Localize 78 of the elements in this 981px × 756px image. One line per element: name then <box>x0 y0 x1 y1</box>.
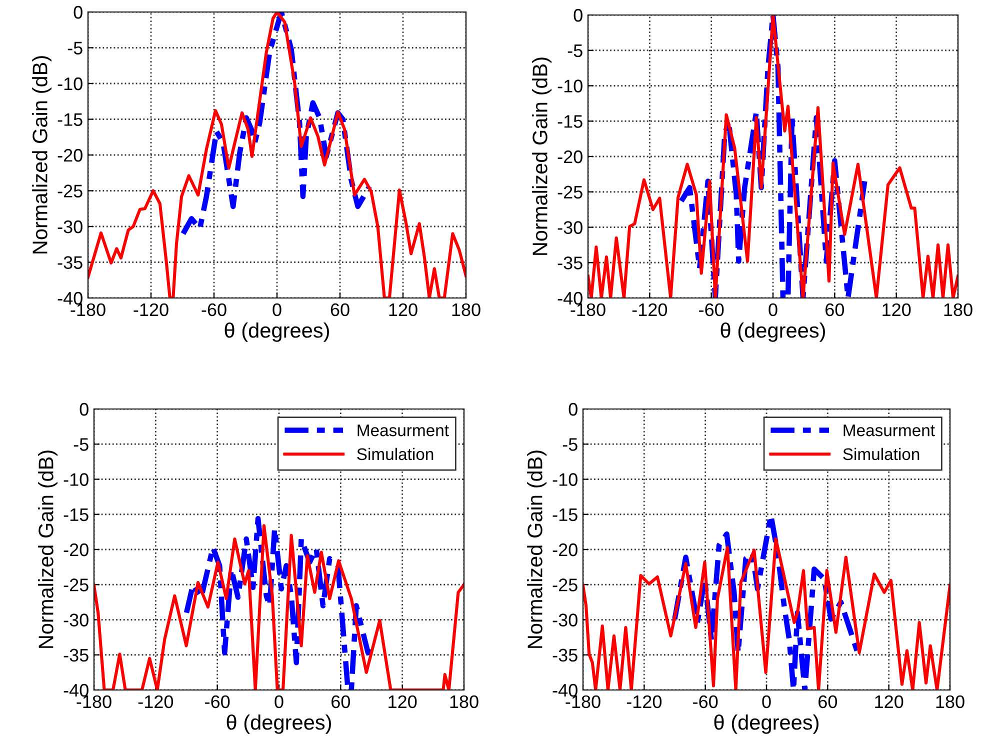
x-tick-label: -120 <box>134 303 168 316</box>
y-tick-label: -10 <box>64 473 88 486</box>
y-tick-label: -10 <box>558 80 582 92</box>
x-tick-label: 120 <box>389 303 418 316</box>
y-tick-label: -35 <box>58 256 82 269</box>
x-tick-label: -180 <box>76 695 112 708</box>
y-tick-label: -40 <box>64 684 88 697</box>
legend-label: Measurment <box>844 424 935 436</box>
x-tick-label: -60 <box>205 695 230 708</box>
y-tick-label: 0 <box>80 402 88 416</box>
x-tick-label: -120 <box>632 303 668 316</box>
y-tick-label: -5 <box>74 438 88 451</box>
x-axis-title: θ (degrees) <box>720 322 825 342</box>
y-tick-label: -35 <box>64 648 88 662</box>
x-tick-label: 120 <box>882 303 911 316</box>
y-tick-label: 0 <box>574 8 582 22</box>
y-tick-label: -10 <box>58 77 82 90</box>
x-tick-label: 120 <box>875 695 904 708</box>
x-tick-label: -120 <box>626 695 662 708</box>
x-tick-label: -180 <box>70 303 106 316</box>
x-tick-label: 60 <box>332 695 350 708</box>
y-tick-label: -30 <box>558 221 582 234</box>
legend-label: Simulation <box>357 448 434 460</box>
y-tick-label: -5 <box>568 44 582 58</box>
x-tick-label: 180 <box>452 303 480 316</box>
x-axis-title: θ (degrees) <box>714 714 818 734</box>
x-tick-label: 0 <box>762 695 771 708</box>
y-axis-title: Normalized Gain (dB) <box>32 56 52 254</box>
y-axis-title: Normalized Gain (dB) <box>532 58 552 255</box>
x-tick-label: 180 <box>936 695 964 708</box>
y-tick-label: -30 <box>64 614 88 626</box>
x-tick-label: 60 <box>818 695 838 708</box>
y-tick-label: -15 <box>58 113 82 126</box>
x-tick-label: -120 <box>138 695 174 708</box>
line-series <box>88 12 466 298</box>
y-tick-label: -5 <box>68 42 82 54</box>
x-tick-label: -180 <box>570 303 606 316</box>
line-series <box>588 15 958 298</box>
x-tick-label: 180 <box>450 695 478 708</box>
y-tick-label: -40 <box>552 684 578 697</box>
y-tick-label: -25 <box>64 578 88 592</box>
x-tick-label: 0 <box>768 303 778 316</box>
x-tick-label: -60 <box>693 695 718 708</box>
y-tick-label: -25 <box>58 184 82 198</box>
y-axis-title: Normalized Gain (dB) <box>527 450 546 648</box>
x-tick-label: 60 <box>330 303 350 316</box>
x-tick-label: -180 <box>566 695 600 708</box>
x-axis-title: θ (degrees) <box>226 714 331 734</box>
x-tick-label: -60 <box>699 303 724 316</box>
y-tick-label: -40 <box>558 292 582 305</box>
y-tick-label: -15 <box>552 508 578 522</box>
y-tick-label: 0 <box>74 6 82 19</box>
y-tick-label: -40 <box>58 292 82 305</box>
y-tick-label: -30 <box>58 220 82 234</box>
y-tick-label: -25 <box>558 186 582 199</box>
y-tick-label: -20 <box>552 543 578 556</box>
y-tick-label: -15 <box>64 508 88 522</box>
legend-label: Measurment <box>358 424 449 436</box>
x-tick-label: -60 <box>202 303 226 316</box>
x-tick-label: 0 <box>272 303 282 316</box>
x-tick-label: 180 <box>944 303 972 316</box>
y-tick-label: -35 <box>552 648 578 662</box>
y-tick-label: -30 <box>552 614 578 626</box>
y-tick-label: -20 <box>64 543 88 556</box>
y-tick-label: -25 <box>552 578 578 592</box>
y-tick-label: 0 <box>568 402 578 416</box>
y-tick-label: -5 <box>562 438 578 451</box>
y-tick-label: -15 <box>558 115 582 128</box>
y-tick-label: -20 <box>58 148 82 162</box>
y-tick-label: -20 <box>558 150 582 164</box>
legend-label: Simulation <box>843 448 920 460</box>
x-tick-label: 0 <box>274 695 284 708</box>
x-axis-title: θ (degrees) <box>224 322 329 342</box>
x-tick-label: 60 <box>826 303 844 316</box>
y-tick-label: -35 <box>558 256 582 270</box>
y-tick-label: -10 <box>552 473 578 486</box>
y-axis-title: Normalized Gain (dB) <box>38 450 58 648</box>
x-tick-label: 120 <box>388 695 417 708</box>
